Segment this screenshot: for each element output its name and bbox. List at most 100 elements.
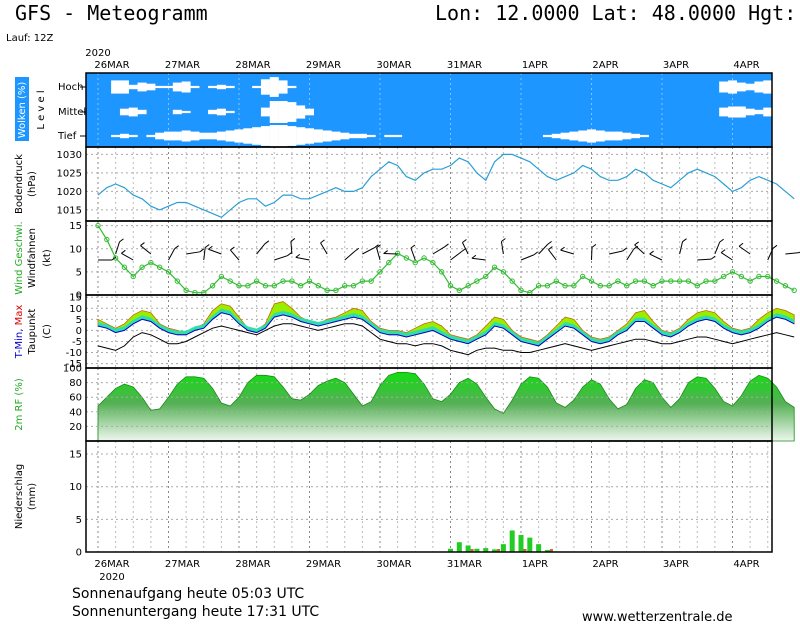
wind-speed-point xyxy=(597,283,604,289)
cloud-level-label: Mittel xyxy=(58,107,86,118)
wind-speed-point xyxy=(729,269,736,275)
day-label-bottom: 28MAR xyxy=(235,559,270,570)
tmin-line xyxy=(97,312,795,347)
wind-speed-point xyxy=(579,273,586,280)
wind-speed-point xyxy=(447,283,454,289)
cloud-cell-tief xyxy=(181,130,191,142)
wind-speed-point xyxy=(491,264,498,270)
axis-label: Niederschlag xyxy=(14,464,25,529)
wind-speed-point xyxy=(588,278,595,284)
cloud-cell-tief xyxy=(128,134,138,138)
day-label-bottom: 27MAR xyxy=(165,559,200,570)
wind-speed-point xyxy=(306,278,313,284)
humidity-area xyxy=(97,371,795,442)
sunset-text: Sonnenuntergang heute 17:31 UTC xyxy=(72,604,320,620)
wind-barb-feather xyxy=(460,248,466,253)
y-tick-label: -5 xyxy=(72,337,82,348)
day-label-top: 27MAR xyxy=(165,60,200,71)
wind-barb xyxy=(649,253,663,261)
day-label-bottom: 30MAR xyxy=(376,559,411,570)
cloud-cell-mittel xyxy=(119,108,129,116)
precipitation-bar xyxy=(509,530,515,552)
cloud-cell-tief xyxy=(366,134,376,138)
wind-speed-point xyxy=(359,278,366,284)
day-label-top: 26MAR xyxy=(94,60,129,71)
y-tick-label: 1025 xyxy=(57,168,82,179)
wind-speed-point xyxy=(659,278,665,284)
y-tick-label: 40 xyxy=(69,407,82,418)
wind-speed-point xyxy=(148,259,154,266)
cloud-cell-tief xyxy=(155,132,165,140)
wind-speed-point xyxy=(483,273,489,280)
cloud-cell-hoch xyxy=(736,82,746,92)
wind-barb-feather xyxy=(710,255,716,260)
wind-barb xyxy=(520,254,534,261)
day-label-top: 29MAR xyxy=(306,60,341,71)
wind-barb xyxy=(230,249,240,261)
cloud-cell-hoch xyxy=(225,85,235,89)
precip-panel-bg xyxy=(86,441,772,552)
precipitation-bar xyxy=(448,548,453,552)
cloud-cell-mittel xyxy=(719,107,729,117)
wind-barb-feather xyxy=(295,253,301,258)
wind-barb xyxy=(720,252,733,261)
wind-barb xyxy=(295,256,310,261)
precipitation-bar xyxy=(527,537,533,552)
wind-barb xyxy=(208,248,222,255)
precipitation-bar-secondary xyxy=(523,549,527,552)
wind-speed-point xyxy=(209,283,216,289)
cloud-level-label: Tief xyxy=(57,131,77,142)
day-label-bottom: 29MAR xyxy=(306,559,341,570)
wind-barb xyxy=(168,248,176,261)
wind-speed-point xyxy=(121,264,128,270)
wind-barb xyxy=(738,245,751,255)
axis-label: (kt) xyxy=(42,249,53,267)
axis-label: Wolken (%) xyxy=(17,82,28,139)
wind-speed-point xyxy=(297,283,304,289)
wind-speed-point xyxy=(624,283,630,289)
wind-barb-feather xyxy=(501,238,506,242)
wind-speed-point xyxy=(747,278,753,284)
wind-barb-feather xyxy=(719,238,724,243)
wind-barb-feather xyxy=(111,256,117,261)
y-tick-label: 1015 xyxy=(57,205,82,216)
wind-barb-feather xyxy=(199,248,205,253)
wind-barb xyxy=(560,249,575,255)
cloud-cell-hoch xyxy=(164,85,173,89)
cloud-cell-tief xyxy=(234,129,244,143)
wind-barb-feather xyxy=(622,247,628,252)
wind-barb xyxy=(679,241,684,255)
wind-barb-feather xyxy=(374,244,379,249)
cloud-cell-mittel xyxy=(128,107,138,117)
wind-speed-point xyxy=(465,283,471,289)
cloud-cell-tief xyxy=(287,126,297,146)
cloud-cell-hoch xyxy=(754,81,764,93)
wind-speed-point xyxy=(535,283,542,289)
cloud-cell-tief xyxy=(393,134,403,138)
precipitation-bar-secondary xyxy=(549,549,553,552)
precipitation-bar xyxy=(544,550,550,552)
wind-speed-point xyxy=(218,273,225,280)
wind-barb xyxy=(461,242,469,255)
wind-speed-point xyxy=(112,255,119,261)
cloud-cell-hoch xyxy=(155,85,165,89)
pressure-line xyxy=(97,153,795,218)
wind-barb xyxy=(121,252,134,261)
wind-speed-point xyxy=(562,283,568,289)
wind-barb xyxy=(538,244,548,255)
wind-barb xyxy=(320,242,328,255)
wind-barb-feather xyxy=(533,251,539,256)
precipitation-bar xyxy=(465,545,471,552)
wind-barb-feather xyxy=(320,239,325,244)
wind-barb xyxy=(290,241,293,255)
day-label-bottom: 1APR xyxy=(522,559,548,570)
cloud-cell-hoch xyxy=(111,80,121,94)
wind-barb xyxy=(203,247,206,261)
wind-barb xyxy=(609,250,623,255)
precipitation-bar xyxy=(536,544,542,552)
wind-barb-feather xyxy=(174,245,179,250)
precipitation-bar xyxy=(474,548,480,552)
precipitation-bar xyxy=(456,542,462,552)
cloud-cell-hoch xyxy=(772,82,782,92)
y-tick-label: 100 xyxy=(63,364,82,375)
